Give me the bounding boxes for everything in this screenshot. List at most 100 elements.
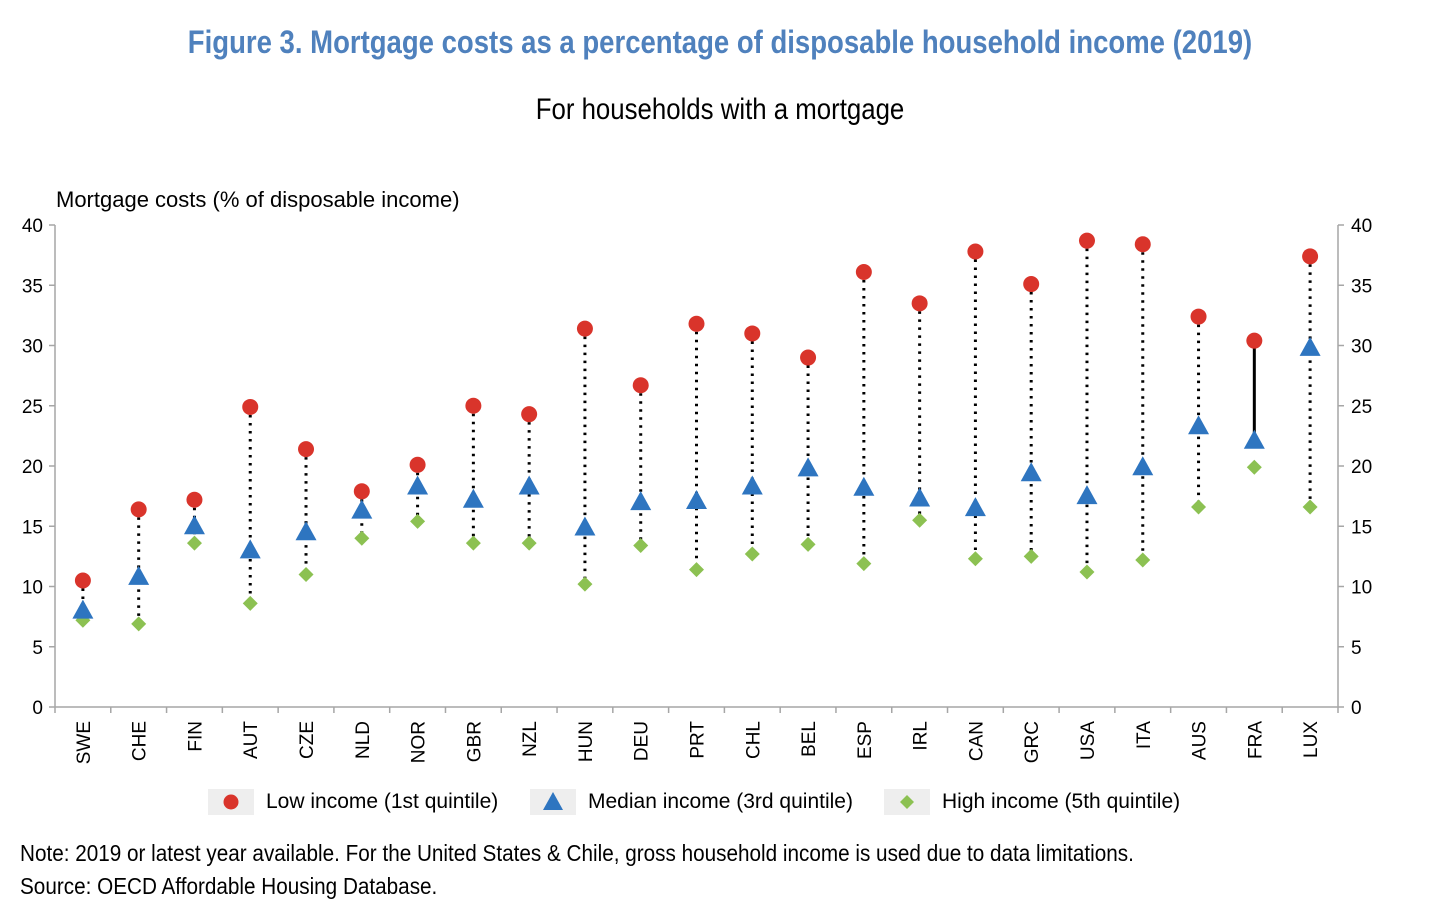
y-axis-label: Mortgage costs (% of disposable income): [56, 187, 460, 212]
legend-swatch-low: [208, 789, 254, 815]
y-tick-label-right: 40: [1351, 216, 1372, 237]
high-income-point: [633, 538, 649, 554]
x-tick-label: NLD: [353, 721, 374, 759]
median-income-point: [239, 539, 261, 559]
low-income-point: [855, 263, 872, 280]
median-income-point: [1132, 456, 1154, 476]
x-tick-label: FIN: [185, 721, 206, 752]
x-tick-label: USA: [1078, 721, 1099, 760]
x-tick-label: ESP: [855, 721, 876, 759]
median-income-point: [741, 475, 763, 495]
y-tick-label-left: 40: [22, 216, 43, 237]
legend-label-high: High income (5th quintile): [942, 790, 1181, 813]
y-tick-label-right: 10: [1351, 578, 1372, 599]
median-income-point: [72, 599, 94, 619]
median-income-point: [797, 457, 819, 477]
x-tick-label: CZE: [297, 721, 318, 759]
chart-subtitle: For households with a mortgage: [535, 93, 905, 126]
median-income-point: [630, 491, 652, 511]
median-income-point: [183, 515, 205, 535]
low-income-point: [242, 398, 259, 415]
low-income-point: [1023, 276, 1040, 293]
low-income-point: [1246, 332, 1263, 349]
low-income-point: [688, 315, 705, 332]
y-tick-label-left: 35: [22, 276, 43, 297]
median-income-point: [351, 499, 373, 519]
low-income-point: [800, 349, 817, 366]
median-income-point: [1299, 336, 1321, 356]
low-income-point: [409, 456, 426, 473]
low-income-point: [186, 491, 203, 508]
high-income-point: [1135, 552, 1151, 568]
x-tick-label: GBR: [464, 721, 485, 762]
high-income-point: [465, 535, 481, 551]
y-tick-label-left: 15: [22, 517, 43, 538]
x-tick-label: CHE: [130, 721, 151, 761]
median-income-point: [518, 475, 540, 495]
low-income-point: [465, 397, 482, 414]
median-income-point: [1020, 462, 1042, 482]
legend-label-median: Median income (3rd quintile): [588, 790, 853, 813]
y-tick-label-left: 25: [22, 397, 43, 418]
y-tick-label-left: 20: [22, 457, 43, 478]
high-income-point: [689, 562, 704, 578]
x-tick-label: CAN: [966, 721, 987, 761]
legend-swatch-median: [530, 789, 576, 815]
high-income-point: [800, 536, 816, 552]
legend-swatch-high: [884, 789, 930, 815]
low-income-point: [74, 572, 91, 589]
low-income-point: [1190, 308, 1207, 325]
high-income-point: [186, 535, 202, 551]
high-income-point: [1191, 499, 1207, 515]
median-income-point: [686, 489, 707, 509]
dot-plot-chart: Mortgage costs (% of disposable income) …: [22, 187, 1372, 764]
low-income-point: [744, 325, 761, 342]
x-tick-label: SWE: [74, 721, 95, 764]
x-tick-label: FRA: [1245, 721, 1266, 759]
legend-label-low: Low income (1st quintile): [266, 790, 499, 813]
high-income-point: [410, 513, 426, 529]
y-tick-label-left: 30: [22, 337, 43, 358]
y-tick-label-right: 35: [1351, 276, 1372, 297]
low-income-point: [521, 406, 538, 423]
low-income-point: [967, 243, 984, 260]
x-tick-label: ITA: [1134, 721, 1155, 749]
low-income-point: [911, 295, 928, 312]
high-income-point: [744, 546, 760, 562]
median-income-point: [853, 476, 875, 496]
x-tick-label: HUN: [576, 721, 597, 762]
x-tick-label: AUS: [1190, 721, 1211, 760]
y-tick-label-right: 25: [1351, 397, 1372, 418]
high-income-point: [131, 616, 147, 632]
x-tick-label: CHL: [743, 721, 764, 759]
median-income-point: [1243, 429, 1265, 449]
y-tick-label-right: 5: [1351, 638, 1362, 659]
median-income-point: [407, 475, 429, 495]
high-income-point: [1023, 548, 1039, 564]
high-income-point: [577, 576, 593, 592]
low-income-point: [353, 483, 370, 500]
x-tick-label: AUT: [241, 721, 262, 759]
median-income-point: [909, 487, 931, 507]
x-tick-label: GRC: [1022, 721, 1043, 763]
x-tick-label: DEU: [632, 721, 653, 761]
x-tick-label: PRT: [688, 721, 709, 759]
median-income-point: [964, 497, 986, 517]
low-income-point: [576, 320, 593, 337]
y-tick-label-right: 0: [1351, 698, 1362, 719]
x-tick-label: LUX: [1301, 721, 1322, 758]
chart-title: Figure 3. Mortgage costs as a percentage…: [187, 24, 1253, 60]
high-income-point: [298, 566, 314, 582]
high-income-point: [354, 530, 370, 546]
y-tick-label-right: 30: [1351, 337, 1372, 358]
median-income-point: [295, 521, 317, 541]
high-income-point: [1302, 499, 1318, 515]
high-income-point: [521, 535, 537, 551]
x-tick-label: IRL: [911, 721, 932, 751]
y-tick-label-left: 10: [22, 578, 43, 599]
high-income-point: [856, 556, 872, 572]
median-income-point: [1188, 415, 1210, 435]
high-income-point: [1246, 459, 1262, 475]
median-income-point: [1076, 485, 1098, 505]
high-income-point: [967, 551, 983, 567]
